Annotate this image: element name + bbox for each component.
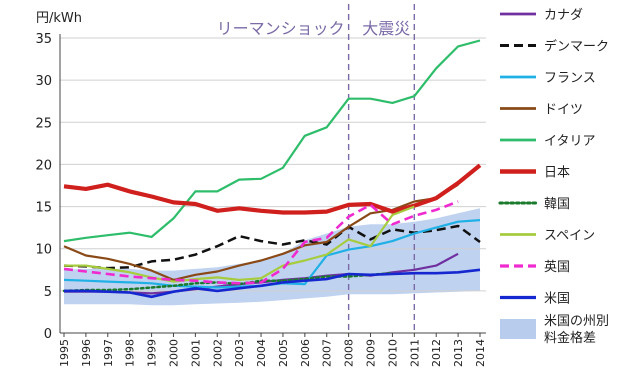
y-tick-label: 15 [35,201,52,216]
series-line [64,205,415,283]
annotations: リーマンショック 大震災 [217,4,416,333]
x-tick-label: 2014 [474,339,487,367]
x-tick-label: 1998 [124,339,137,367]
y-tick-label: 30 [35,74,52,89]
series-lines [62,39,482,299]
x-tick-label: 2005 [277,339,290,367]
series-line [63,39,481,243]
x-tick-label: 2012 [430,339,443,367]
legend-label: カナダ [544,8,583,23]
x-tick-label: 2006 [299,339,312,367]
x-tick-label: 1995 [58,339,71,367]
series-line [63,224,481,270]
series-line [63,163,482,215]
y-tick-label: 10 [35,243,52,258]
legend-label: 英国 [544,260,570,275]
x-tick-label: 2001 [189,339,202,367]
x-tick-label: 2008 [343,339,356,367]
x-tick-label: 2011 [408,339,421,367]
legend-label: 料金格差 [544,330,596,346]
x-tick-label: 2013 [452,339,465,367]
x-tick-label: 1996 [80,339,93,367]
y-tick-label: 25 [35,116,52,131]
x-tick-label: 2009 [365,339,378,367]
legend-label: 日本 [544,166,570,181]
legend-label: 米国の州別 [544,314,609,329]
legend-label: フランス [544,71,596,86]
y-tick-label: 20 [35,158,52,173]
series-line [63,200,459,285]
y-tick-label: 5 [44,285,52,300]
legend-label: イタリア [544,134,595,149]
y-tick-label: 0 [44,327,52,342]
x-tick-label: 1997 [102,339,115,367]
x-tick-label: 1999 [146,339,159,367]
y-axis-unit-label: 円/kWh [36,11,82,26]
legend-label: ドイツ [544,103,583,118]
legend-label: デンマーク [544,39,609,55]
legend-label: 韓国 [544,197,570,212]
gridlines [60,37,486,292]
x-tick-label: 2000 [167,339,180,367]
x-tick-label: 2002 [211,339,224,367]
y-tick-label: 35 [35,32,52,47]
x-tick-label: 2007 [321,339,334,367]
x-tick-label: 2010 [386,339,399,367]
legend-label: 米国 [544,292,570,307]
axes: 0 5 10 15 20 25 30 35 1995 1996 1997 1998 1999 2000 20… [35,32,487,367]
legend-label: スペイン [544,229,595,244]
x-tick-label: 2004 [255,339,268,367]
legend-swatch [500,319,536,339]
series-line [64,268,481,299]
annotation-label: リーマンショック [217,19,345,38]
annotation-label: 大震災 [362,19,410,38]
x-tick-label: 2003 [233,339,246,367]
